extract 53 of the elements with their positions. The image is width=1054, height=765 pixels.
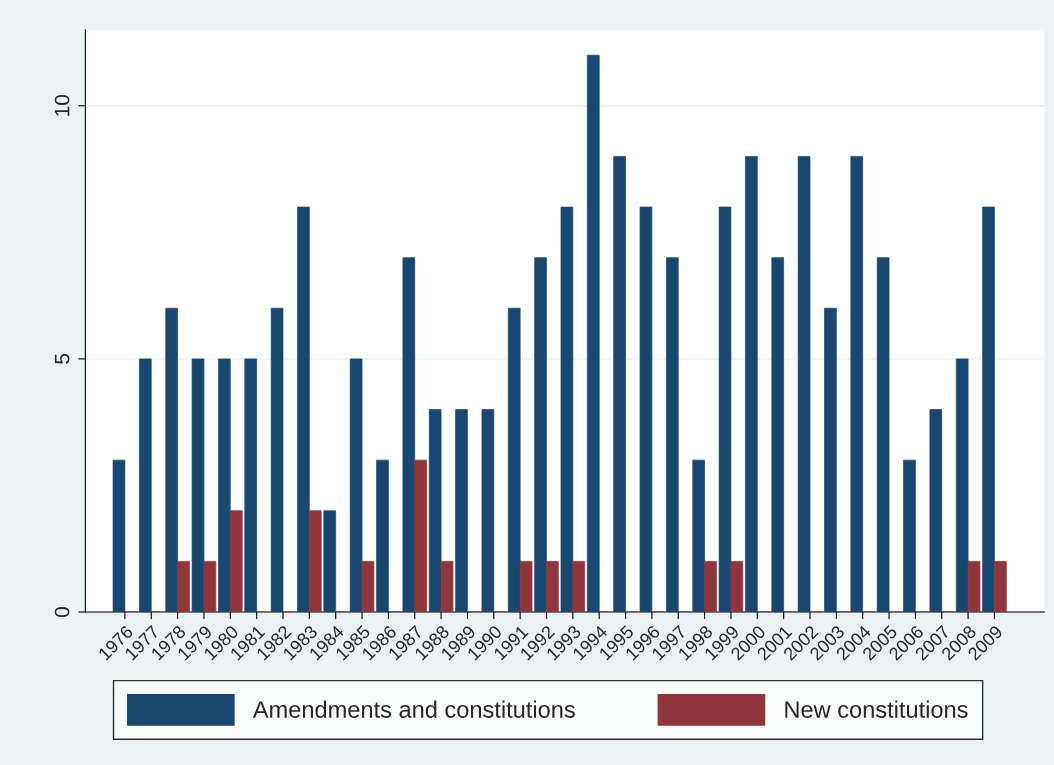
bar [519, 561, 533, 612]
bar [361, 561, 375, 612]
bar [903, 459, 916, 612]
bar [203, 561, 217, 612]
bar [560, 206, 574, 612]
bar [534, 257, 547, 612]
bar [797, 156, 811, 612]
bar [297, 206, 310, 612]
bar [692, 459, 705, 612]
bar [428, 409, 442, 612]
bar [704, 561, 717, 612]
bar [730, 561, 744, 612]
bar [718, 206, 732, 612]
bar [218, 358, 231, 612]
bar [440, 561, 454, 612]
bar [967, 561, 981, 612]
bar [666, 257, 679, 612]
y-tick-label: 0 [54, 607, 70, 617]
bar [455, 409, 468, 612]
bar [929, 409, 943, 612]
bar [177, 561, 190, 612]
bar [270, 307, 284, 612]
bar [309, 510, 322, 612]
bar [824, 307, 837, 612]
bar [349, 358, 363, 612]
bar [876, 257, 890, 612]
bar [955, 358, 969, 612]
bar [481, 409, 495, 612]
bar [771, 257, 784, 612]
legend-label: New constitutions [785, 700, 968, 718]
bar [507, 307, 521, 612]
bar [982, 206, 995, 612]
bar [191, 358, 205, 612]
bar [994, 561, 1007, 612]
bar [639, 206, 653, 612]
bar [139, 358, 152, 612]
bar [229, 510, 243, 612]
y-tick-label: 10 [54, 95, 70, 116]
legend-label: Amendments and constitutions [252, 700, 575, 718]
bar [572, 561, 586, 612]
bar [323, 510, 337, 612]
bar [586, 54, 600, 612]
bar [165, 307, 178, 612]
bar [745, 156, 758, 612]
bar [112, 459, 126, 612]
bar [546, 561, 559, 612]
y-tick-label: 5 [54, 353, 70, 364]
bar [613, 156, 626, 612]
bar [414, 459, 427, 612]
bar [376, 459, 389, 612]
bar [244, 358, 257, 612]
bar [850, 156, 864, 612]
bar [402, 257, 416, 612]
